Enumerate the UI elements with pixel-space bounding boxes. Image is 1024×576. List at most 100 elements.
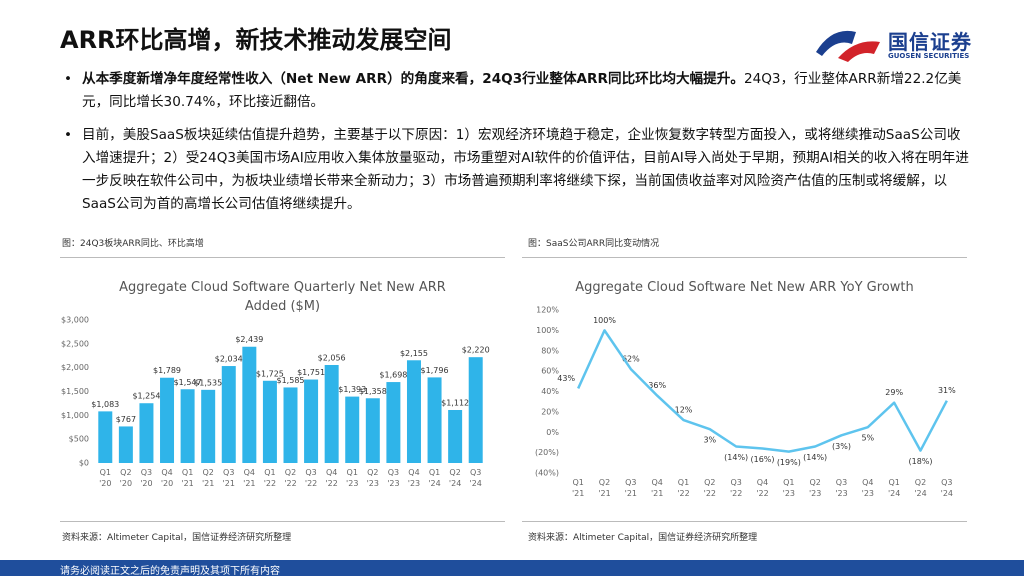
bullet: 从本季度新增净年度经常性收入（Net New ARR）的角度来看，24Q3行业整…: [64, 68, 974, 114]
chart-svg: (40%) (20%) 0% 20% 40% 60% 80% 100% 120% 43% 100% 6…: [535, 306, 956, 478]
bar: [180, 389, 195, 463]
data-label: 3%: [703, 436, 716, 445]
divider: [522, 257, 967, 258]
x-tick-label: Q3 '21: [624, 478, 638, 498]
x-tick-label: Q3 '20: [140, 468, 153, 488]
y-tick-label: $1,000: [61, 411, 89, 420]
data-label: $1,796: [421, 366, 449, 375]
x-tick-label: Q3 '24: [469, 468, 482, 488]
data-label: $1,112: [441, 398, 469, 407]
chart-title: Aggregate Cloud Software Net New ARR YoY…: [575, 280, 914, 295]
y-tick-label: 60%: [541, 367, 559, 376]
y-tick-label: 120%: [536, 306, 559, 315]
data-label: 31%: [938, 386, 956, 395]
x-tick-label: Q2 '24: [914, 478, 927, 498]
bar: [221, 366, 236, 463]
data-label: $1,358: [359, 387, 387, 396]
x-tick-label: Q1 '21: [181, 468, 194, 488]
data-label: $1,725: [256, 369, 284, 378]
figure-caption: 图：24Q3板块ARR同比、环比高增: [62, 239, 204, 249]
x-tick-label: Q2 '20: [119, 468, 133, 488]
chart-title-box: Aggregate Cloud Software Net New ARR YoY…: [522, 278, 967, 297]
y-tick-label: $2,000: [61, 363, 89, 372]
bar: [468, 357, 483, 463]
y-tick-label: $0: [79, 459, 89, 468]
y-tick-label: $500: [69, 435, 89, 444]
y-tick-label: (40%): [535, 469, 559, 478]
x-tick-label: Q1 '24: [428, 468, 441, 488]
data-label: $2,034: [215, 355, 243, 364]
data-label: (19%): [777, 458, 801, 467]
data-label: (18%): [908, 457, 932, 466]
x-tick-label: Q4 '22: [756, 478, 769, 498]
y-tick-label: $2,500: [61, 339, 89, 348]
bar: [324, 364, 339, 463]
data-label: $1,535: [194, 378, 222, 387]
data-label: $2,056: [318, 353, 346, 362]
divider: [60, 521, 505, 522]
data-label: 36%: [648, 381, 666, 390]
bar: [427, 377, 442, 463]
bar: [242, 346, 257, 463]
chart: Aggregate Cloud Software Quarterly Net N…: [60, 262, 505, 494]
x-tick-label: Q4 '20: [160, 468, 174, 488]
x-tick-label: Q3 '23: [387, 468, 400, 488]
data-label: (14%): [803, 453, 827, 462]
data-label: $1,254: [132, 392, 160, 401]
x-tick-label: Q1 '22: [263, 468, 277, 488]
x-tick-label: Q3 '22: [304, 468, 318, 488]
y-tick-label: 100%: [536, 326, 559, 335]
logo-text: 国信证券: [888, 30, 972, 54]
data-label: $1,585: [277, 376, 305, 385]
x-tick-label: Q2 '23: [366, 468, 379, 488]
bar: [160, 377, 175, 463]
chart-svg: $0 $500 $1,000 $1,500 $2,000 $2,500 $3,000 $1,0…: [61, 316, 490, 468]
x-tick-label: Q1 '23: [346, 468, 359, 488]
data-label: $1,789: [153, 366, 181, 375]
data-label: 100%: [593, 316, 616, 325]
data-label: $2,155: [400, 349, 428, 358]
bullet-text: 24Q3，行业整体ARR新增22.2亿美元，同比增长30.74%，环比接近翻倍。: [82, 71, 962, 110]
x-tick-label: Q1 '21: [571, 478, 585, 498]
x-tick-label: Q2 '21: [598, 478, 611, 498]
figure-source: 资料来源：Altimeter Capital，国信证券经济研究所整理: [62, 533, 292, 543]
data-label: 12%: [675, 406, 693, 415]
data-label: $767: [116, 415, 136, 424]
x-tick-label: Q4 '23: [861, 478, 875, 498]
logo-subtext: GUOSEN SECURITIES: [888, 52, 970, 60]
line: [577, 329, 948, 453]
bar: [386, 382, 401, 463]
data-label: $1,393: [338, 385, 366, 394]
x-tick-label: Q3 '23: [835, 478, 848, 498]
bar: [365, 398, 380, 463]
y-tick-label: 40%: [541, 387, 559, 396]
data-label: 29%: [885, 388, 903, 397]
bar: [406, 360, 421, 463]
x-tick-label: Q3 '24: [940, 478, 954, 498]
bullet-bold: 从本季度新增净年度经常性收入（Net New ARR）的角度来看，24Q3行业整…: [82, 71, 744, 87]
y-tick-label: $3,000: [61, 316, 89, 325]
data-label: $2,439: [235, 335, 263, 344]
x-tick-label: Q4 '21: [650, 478, 664, 498]
y-tick-label: 20%: [541, 407, 559, 416]
data-label: (16%): [750, 455, 774, 464]
footer-bar: [0, 560, 1024, 576]
x-tick-label: Q2 '22: [284, 468, 297, 488]
x-tick-label: Q2 '23: [808, 478, 822, 498]
x-tick-label: Q1 '20: [99, 468, 112, 488]
data-label: 43%: [557, 374, 575, 383]
x-tick-label: Q4 '21: [243, 468, 256, 488]
bar: [283, 387, 298, 463]
bullet-text: 目前，美股SaaS板块延续估值提升趋势，主要基于以下原因：1）宏观经济环境趋于稳…: [82, 127, 969, 212]
divider: [60, 257, 505, 258]
data-label: (14%): [724, 453, 748, 462]
data-label: $1,751: [297, 368, 325, 377]
data-label: (3%): [832, 442, 851, 451]
bar: [304, 379, 319, 463]
bar: [448, 409, 463, 463]
figure-source: 资料来源：Altimeter Capital，国信证券经济研究所整理: [528, 533, 758, 543]
data-label: $1,547: [174, 378, 202, 387]
divider: [522, 521, 967, 522]
x-tick-label: Q3 '22: [729, 478, 743, 498]
x-tick-label: Q2 '24: [448, 468, 462, 488]
